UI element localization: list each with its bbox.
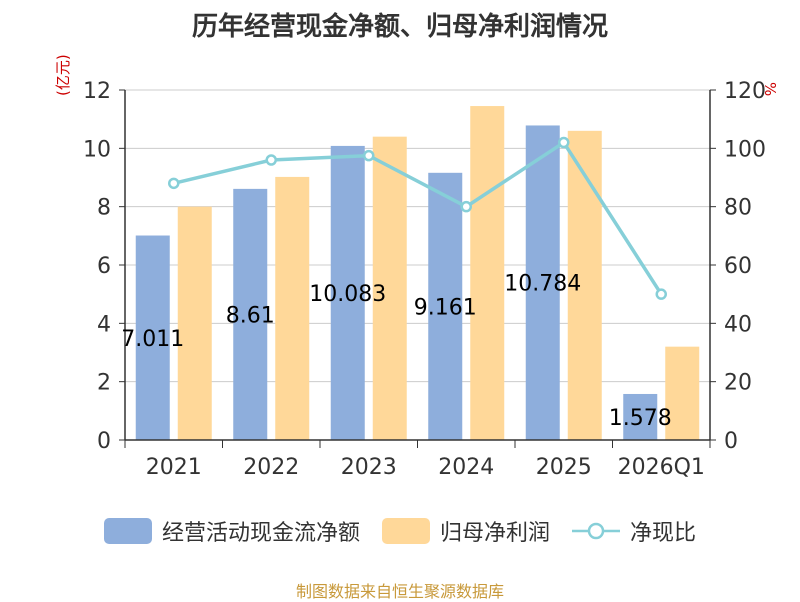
right-tick-label: 120 <box>724 79 766 104</box>
bar-cash-data-label: 8.61 <box>226 303 275 328</box>
bar-profit <box>372 136 407 440</box>
left-tick-label: 10 <box>83 137 111 162</box>
x-tick-label: 2023 <box>341 455 397 480</box>
bar-cash <box>135 235 170 440</box>
right-tick-label: 40 <box>724 312 752 337</box>
bar-profit <box>567 130 602 441</box>
bar-profit <box>177 206 212 440</box>
ratio-point <box>558 136 570 149</box>
ratio-line <box>173 140 663 296</box>
legend-item-cash[interactable]: 经营活动现金流净额 <box>103 515 360 547</box>
bar-cash-data-label: 10.083 <box>309 282 386 307</box>
legend-swatch-profit <box>381 518 430 544</box>
right-tick-label: 100 <box>724 137 766 162</box>
legend-label-profit: 归母净利润 <box>439 521 550 546</box>
legend-item-profit[interactable]: 归母净利润 <box>381 515 550 547</box>
x-tick-label: 2021 <box>146 455 202 480</box>
bar-cash <box>233 188 268 440</box>
ratio-point <box>168 177 180 190</box>
ratio-point <box>460 200 472 213</box>
left-tick-label: 2 <box>97 371 111 396</box>
bar-cash <box>525 125 560 440</box>
ratio-point <box>363 149 375 162</box>
ratio-point <box>265 154 277 166</box>
x-tick-label: 2022 <box>243 455 299 480</box>
bar-cash-data-label: 1.578 <box>609 406 672 431</box>
legend-swatch-ratio <box>572 522 620 540</box>
x-tick-label: 2026Q1 <box>618 455 705 480</box>
bar-cash <box>330 145 365 440</box>
legend-label-ratio: 净现比 <box>630 521 697 546</box>
left-tick-label: 0 <box>97 429 111 454</box>
bar-cash <box>623 393 658 440</box>
ratio-point <box>655 288 667 300</box>
left-tick-label: 12 <box>83 79 111 104</box>
legend-label-cash: 经营活动现金流净额 <box>161 521 360 546</box>
chart-title: 历年经营现金净额、归母净利润情况 <box>191 12 608 42</box>
chart-legend: 经营活动现金流净额 归母净利润 净现比 <box>0 515 800 547</box>
right-tick-label: 80 <box>724 196 752 221</box>
bar-profit <box>275 176 310 440</box>
bar-cash-data-label: 7.011 <box>121 327 184 352</box>
right-tick-label: 0 <box>724 429 738 454</box>
legend-item-ratio[interactable]: 净现比 <box>572 515 696 547</box>
left-tick-label: 8 <box>97 196 111 221</box>
legend-swatch-cash <box>103 518 152 544</box>
right-tick-label: 20 <box>724 371 752 396</box>
bar-profit <box>470 106 505 441</box>
left-tick-label: 6 <box>97 254 111 279</box>
x-tick-label: 2024 <box>438 455 494 480</box>
bar-profit <box>665 346 700 440</box>
bar-cash-data-label: 9.161 <box>414 295 477 320</box>
left-tick-label: 4 <box>97 312 111 337</box>
right-tick-label: 60 <box>724 254 752 279</box>
x-tick-label: 2025 <box>536 455 592 480</box>
bar-cash-data-label: 10.784 <box>504 272 581 297</box>
bar-cash <box>428 172 463 440</box>
source-footer: 制图数据来自恒生聚源数据库 <box>295 582 504 601</box>
